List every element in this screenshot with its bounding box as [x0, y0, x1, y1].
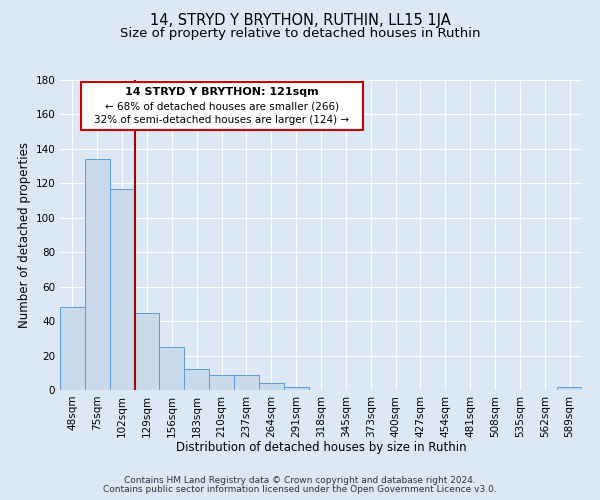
Bar	[259, 383, 284, 390]
Text: ← 68% of detached houses are smaller (266): ← 68% of detached houses are smaller (26…	[105, 102, 339, 112]
Bar	[134, 312, 160, 390]
Text: Contains public sector information licensed under the Open Government Licence v3: Contains public sector information licen…	[103, 485, 497, 494]
Bar	[184, 370, 209, 390]
Bar	[284, 386, 308, 390]
Text: 32% of semi-detached houses are larger (124) →: 32% of semi-detached houses are larger (…	[94, 115, 349, 125]
X-axis label: Distribution of detached houses by size in Ruthin: Distribution of detached houses by size …	[176, 441, 466, 454]
Bar	[557, 386, 582, 390]
Bar	[60, 308, 85, 390]
FancyBboxPatch shape	[81, 82, 363, 130]
Text: 14 STRYD Y BRYTHON: 121sqm: 14 STRYD Y BRYTHON: 121sqm	[125, 87, 319, 97]
Text: Contains HM Land Registry data © Crown copyright and database right 2024.: Contains HM Land Registry data © Crown c…	[124, 476, 476, 485]
Bar	[234, 374, 259, 390]
Bar	[85, 159, 110, 390]
Bar	[209, 374, 234, 390]
Text: Size of property relative to detached houses in Ruthin: Size of property relative to detached ho…	[120, 28, 480, 40]
Bar	[160, 347, 184, 390]
Text: 14, STRYD Y BRYTHON, RUTHIN, LL15 1JA: 14, STRYD Y BRYTHON, RUTHIN, LL15 1JA	[149, 12, 451, 28]
Bar	[110, 188, 134, 390]
Y-axis label: Number of detached properties: Number of detached properties	[18, 142, 31, 328]
